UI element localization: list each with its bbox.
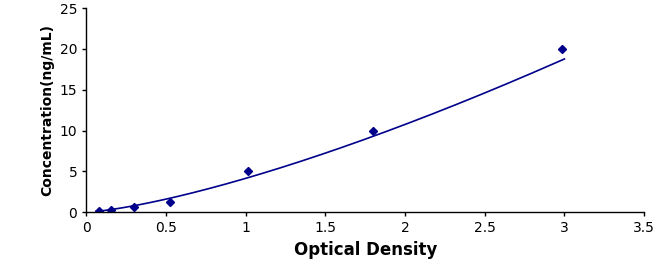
X-axis label: Optical Density: Optical Density [293, 241, 437, 259]
Y-axis label: Concentration(ng/mL): Concentration(ng/mL) [40, 24, 54, 196]
